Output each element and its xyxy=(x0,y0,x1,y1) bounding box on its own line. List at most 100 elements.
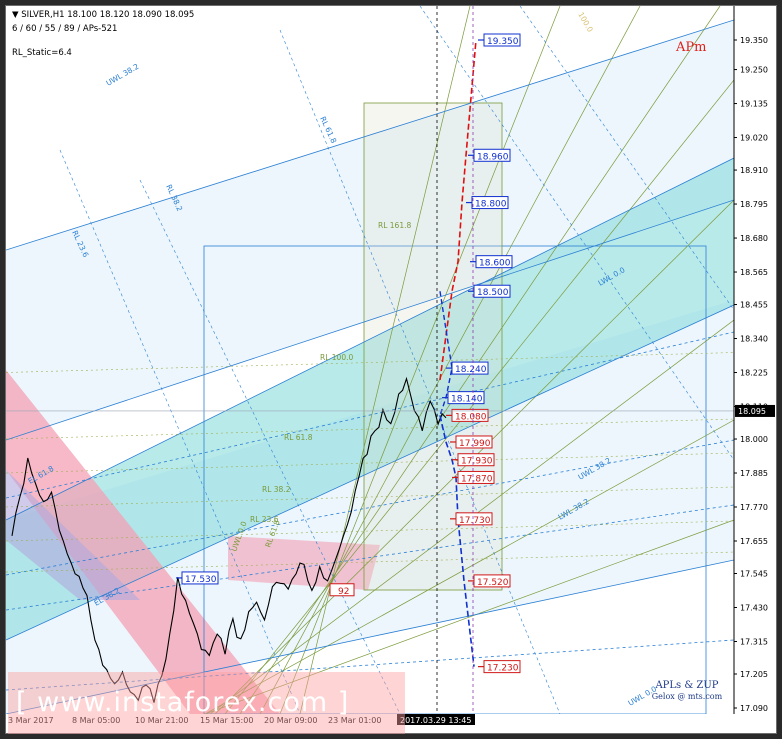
signature: APLs & ZUP Gelox @ mts.com xyxy=(640,680,734,702)
level-mid-label: 18.240 xyxy=(455,365,487,375)
left-marker-label: 17.530 xyxy=(185,575,217,585)
fan-line xyxy=(204,519,734,714)
x-tick-label: 10 Mar 21:00 xyxy=(135,716,188,725)
watermark-banner: [ www.instaforex.com ] xyxy=(8,672,405,734)
fib-level-line xyxy=(6,551,734,573)
level-up-box xyxy=(471,196,509,210)
level-down-label: 17.990 xyxy=(459,439,491,449)
fan-line xyxy=(204,419,734,714)
x-tick-label: 8 Mar 05:00 xyxy=(72,716,120,725)
level-mid-box xyxy=(451,361,489,375)
y-tick-label: 17.315 xyxy=(740,637,768,646)
level-down-label: 17.730 xyxy=(459,516,491,526)
level-up-box xyxy=(483,33,521,47)
y-tick-label: 17.655 xyxy=(740,537,768,546)
fib-level-line xyxy=(6,418,734,440)
level-up-box xyxy=(473,284,511,298)
current-price-label: 18.095 xyxy=(738,407,766,416)
level-down-box xyxy=(451,408,489,422)
channel-line xyxy=(6,304,734,641)
fib-fan-line xyxy=(139,179,401,714)
level-down-label: 18.080 xyxy=(455,412,487,422)
plot-area: 19.350 18.960 18.800 18.600 18.500 18.240 18.1… xyxy=(6,6,734,714)
level-down-box xyxy=(473,574,511,588)
y-tick-label: 18.795 xyxy=(740,200,768,209)
level-up-label: 18.800 xyxy=(475,200,507,210)
params-line: 6 / 60 / 55 / 89 / APs-521 xyxy=(12,24,118,34)
level-up-label: 18.600 xyxy=(479,259,511,269)
partial-marker-box xyxy=(329,583,355,597)
apm-label: APm xyxy=(676,40,707,55)
projection-box-green xyxy=(363,102,503,591)
level-down-label: 17.930 xyxy=(461,457,493,467)
x-tick-label: 20 Mar 09:00 xyxy=(264,716,317,725)
mid-projection-path xyxy=(439,291,453,416)
y-tick-label: 18.565 xyxy=(740,268,768,277)
channel-line xyxy=(6,157,734,521)
channel-line xyxy=(6,19,734,251)
current-price-tag xyxy=(735,404,775,417)
level-mid-box xyxy=(447,391,485,405)
fan-line xyxy=(299,6,471,714)
y-tick-label: 19.250 xyxy=(740,66,768,75)
level-down-box xyxy=(483,660,521,674)
channel-lines xyxy=(6,19,734,714)
y-tick-label: 18.000 xyxy=(740,435,768,444)
fib-level-line xyxy=(6,520,734,542)
fib-label: RL 61.8 xyxy=(284,433,313,442)
dropdown-icon[interactable]: ▼ xyxy=(12,10,19,20)
level-up-box xyxy=(473,148,511,162)
level-down-box xyxy=(455,435,493,449)
y-tick-label: 19.135 xyxy=(740,100,768,109)
channel-line xyxy=(6,559,734,714)
fib-level-line xyxy=(6,352,734,373)
fib-fan-line xyxy=(519,6,734,311)
fib-level-line xyxy=(6,452,734,474)
price-series xyxy=(11,376,447,703)
pink-band xyxy=(6,370,280,714)
projection-box-blue xyxy=(203,245,707,714)
fib-label: RL 100.0 xyxy=(320,353,353,362)
level-down-box xyxy=(455,512,493,526)
pink-zone-small xyxy=(228,536,380,590)
y-tick-label: 17.545 xyxy=(740,570,768,579)
signature-line2: Gelox @ mts.com xyxy=(651,692,723,701)
fib-fan-line xyxy=(59,149,301,714)
y-tick-label: 18.225 xyxy=(740,369,768,378)
level-up-label: 18.960 xyxy=(477,152,509,162)
light-blue-zone xyxy=(6,20,734,440)
time-axis: 3 Mar 2017 8 Mar 05:00 10 Mar 21:00 15 Mar … xyxy=(8,716,381,725)
fan-line xyxy=(259,6,641,714)
up-projection-path xyxy=(439,39,477,381)
x-tick-label: 3 Mar 2017 xyxy=(8,716,54,725)
y-tick-label: 17.885 xyxy=(740,469,768,478)
y-tick-label: 17.205 xyxy=(740,670,768,679)
x-tick-label: 15 Mar 15:00 xyxy=(200,716,253,725)
signature-line1: APLs & ZUP xyxy=(655,680,719,691)
symbol-header: ▼ SILVER,H1 18.100 18.120 18.090 18.095 xyxy=(12,10,195,20)
fib-level-line xyxy=(6,486,734,508)
y-tick-label: 18.910 xyxy=(740,166,768,175)
price-line xyxy=(11,376,447,703)
left-marker-box xyxy=(181,571,219,585)
fib-label: RL 23.6 xyxy=(250,515,279,524)
fib-label: RL 161.8 xyxy=(378,221,411,230)
purple-overlap xyxy=(6,470,140,600)
y-tick-label: 17.770 xyxy=(740,503,768,512)
static-line: RL_Static=6.4 xyxy=(12,48,72,58)
level-down-label: 17.230 xyxy=(487,664,519,674)
y-tick-label: 19.350 xyxy=(740,36,768,45)
channel-line xyxy=(6,199,734,441)
fan-line xyxy=(279,6,561,714)
level-down-label: 17.520 xyxy=(477,578,509,588)
y-tick-label: 19.020 xyxy=(740,134,768,143)
channel-line xyxy=(6,331,734,499)
level-up-box xyxy=(475,255,513,269)
price-axis: 19.350 19.250 19.135 19.020 18.910 18.795 18.6… xyxy=(733,6,775,714)
level-tags: 19.350 18.960 18.800 18.600 18.500 18.240 18.1… xyxy=(176,33,521,674)
level-up-label: 18.500 xyxy=(477,288,509,298)
partial-marker-label: 92 xyxy=(338,587,349,597)
cyan-channel xyxy=(6,158,734,640)
y-tick-label: 18.340 xyxy=(740,335,768,344)
